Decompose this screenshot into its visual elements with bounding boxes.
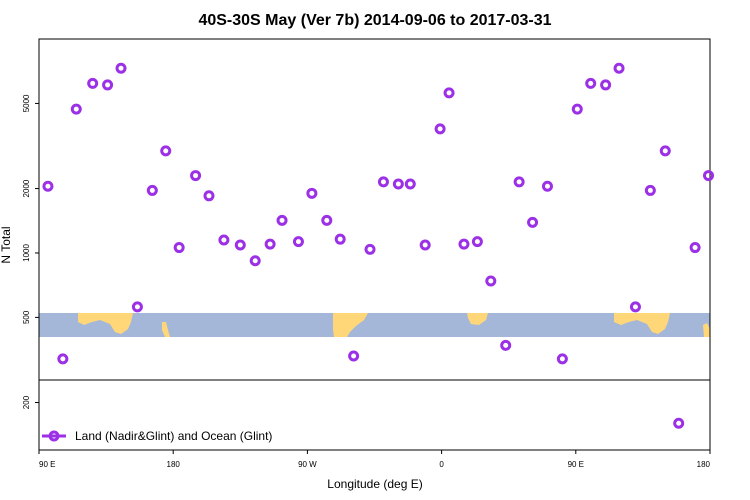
- legend: Land (Nadir&Glint) and Ocean (Glint): [42, 429, 272, 443]
- y-tick-label-0: 200: [22, 395, 31, 409]
- y-axis-label: N Total: [0, 226, 13, 263]
- data-point-0-7: [146, 184, 158, 196]
- x-axis-label: Longitude (deg E): [327, 477, 422, 491]
- land-south-africa: [467, 313, 488, 325]
- data-point-0-35: [541, 180, 553, 192]
- data-point-0-32: [500, 339, 512, 351]
- data-point-0-44: [673, 417, 685, 429]
- ocean-band: [39, 313, 710, 337]
- data-point-0-19: [321, 214, 333, 226]
- data-point-0-2: [70, 103, 82, 115]
- data-point-0-15: [264, 238, 276, 250]
- y-axis: 200 500 1000 2000 5000: [22, 94, 39, 409]
- data-point-0-13: [234, 239, 246, 251]
- data-point-0-42: [644, 184, 656, 196]
- data-point-0-28: [443, 87, 455, 99]
- data-point-0-23: [377, 176, 389, 188]
- data-point-0-11: [203, 190, 215, 202]
- data-point-0-31: [485, 275, 497, 287]
- y-tick-label-4: 5000: [22, 94, 31, 112]
- data-point-0-24: [392, 178, 404, 190]
- data-point-0-37: [571, 103, 583, 115]
- x-tick-label-5: 180: [697, 460, 711, 469]
- y-tick-label-1: 500: [22, 310, 31, 324]
- land-australia-east: [614, 313, 670, 334]
- x-tick-label-1: 180: [167, 460, 181, 469]
- data-point-0-16: [276, 214, 288, 226]
- data-point-0-12: [218, 234, 230, 246]
- data-point-0-41: [629, 301, 641, 313]
- data-point-0-25: [404, 178, 416, 190]
- data-point-0-4: [102, 79, 114, 91]
- legend-entry-label: Land (Nadir&Glint) and Ocean (Glint): [75, 429, 272, 443]
- x-tick-label-2: 90 W: [298, 460, 317, 469]
- data-point-0-26: [419, 239, 431, 251]
- data-point-0-34: [527, 216, 539, 228]
- data-point-0-38: [585, 77, 597, 89]
- data-point-0-39: [600, 79, 612, 91]
- data-point-0-45: [689, 242, 701, 254]
- x-tick-label-0: 90 E: [39, 460, 55, 469]
- data-point-0-10: [190, 170, 202, 182]
- data-point-0-29: [458, 238, 470, 250]
- data-markers: [42, 62, 715, 429]
- data-point-0-33: [513, 176, 525, 188]
- data-point-0-17: [292, 236, 304, 248]
- land-south-america: [333, 313, 368, 337]
- data-point-0-20: [334, 233, 346, 245]
- map-inset: [39, 313, 710, 337]
- data-point-0-1: [57, 353, 69, 365]
- data-point-0-36: [556, 353, 568, 365]
- legend-marker: [48, 430, 60, 442]
- data-point-0-3: [87, 77, 99, 89]
- x-tick-label-4: 90 E: [568, 460, 584, 469]
- data-point-0-14: [249, 255, 261, 267]
- plot-frame: [38, 38, 711, 451]
- x-axis: 90 E 180 90 W 0 90 E 180: [38, 450, 711, 469]
- data-point-0-30: [471, 236, 483, 248]
- data-point-0-21: [348, 350, 360, 362]
- data-point-0-46: [703, 170, 715, 182]
- land-australia-west: [78, 313, 133, 334]
- data-point-0-27: [434, 123, 446, 135]
- chart-title: 40S-30S May (Ver 7b) 2014-09-06 to 2017-…: [198, 12, 551, 29]
- data-point-0-9: [173, 242, 185, 254]
- y-tick-label-3: 2000: [22, 179, 31, 197]
- data-point-0-40: [613, 62, 625, 74]
- data-point-0-22: [364, 243, 376, 255]
- y-tick-label-2: 1000: [22, 244, 31, 262]
- data-point-0-0: [42, 180, 54, 192]
- land-tasmania-west: [162, 322, 170, 337]
- x-tick-label-3: 0: [439, 460, 444, 469]
- data-point-0-6: [131, 301, 143, 313]
- data-point-0-5: [115, 62, 127, 74]
- data-point-0-8: [160, 145, 172, 157]
- land-tasmania-east: [703, 323, 710, 337]
- data-point-0-18: [306, 187, 318, 199]
- data-point-0-43: [659, 145, 671, 157]
